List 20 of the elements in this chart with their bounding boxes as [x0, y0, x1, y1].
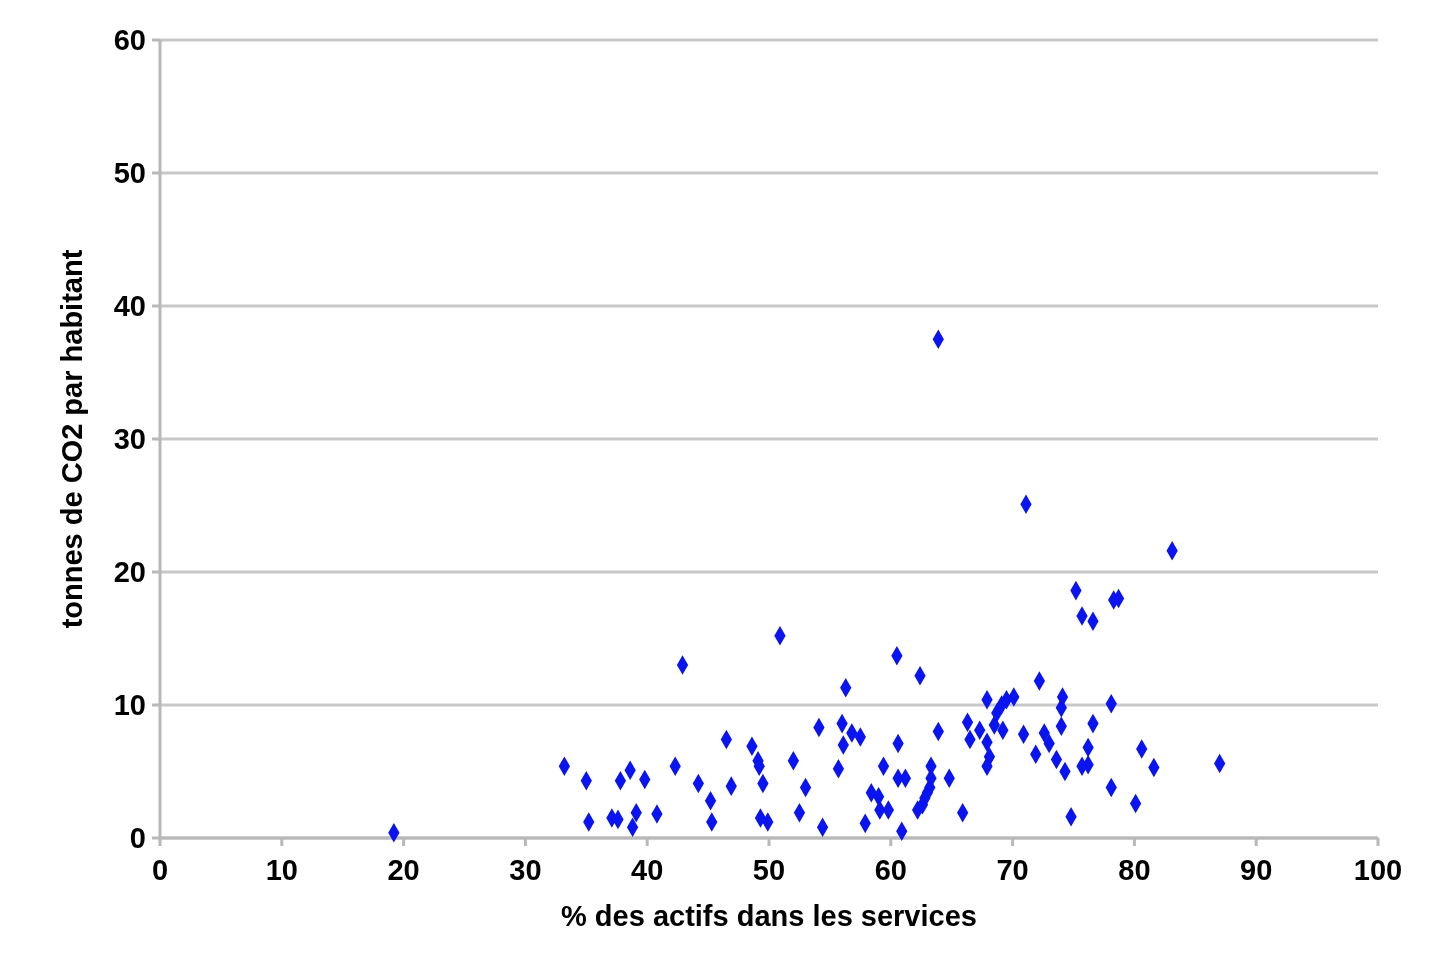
y-tick-label: 10 [113, 689, 146, 722]
x-tick-label: 10 [265, 854, 298, 886]
x-tick-label: 60 [874, 854, 907, 886]
x-tick-label: 30 [509, 854, 542, 886]
x-tick-label: 40 [631, 854, 664, 886]
y-tick-label: 30 [113, 423, 146, 456]
x-tick-label: 0 [151, 854, 169, 886]
y-tick-label: 20 [113, 556, 146, 589]
y-tick-label: 40 [113, 290, 146, 323]
x-tick-label: 50 [752, 854, 786, 886]
y-tick-label: 50 [113, 157, 146, 190]
x-tick-label: 100 [1353, 854, 1403, 886]
y-tick-label: 60 [113, 24, 146, 57]
y-tick-label: 0 [129, 822, 146, 855]
x-tick-label: 20 [387, 854, 420, 886]
x-tick-label: 90 [1240, 854, 1273, 886]
x-tick-label: 70 [996, 854, 1029, 886]
x-axis-title: % des actifs dans les services [561, 900, 977, 932]
x-tick-label: 80 [1118, 854, 1151, 886]
y-axis-title: tonnes de CO2 par habitant [56, 249, 88, 629]
